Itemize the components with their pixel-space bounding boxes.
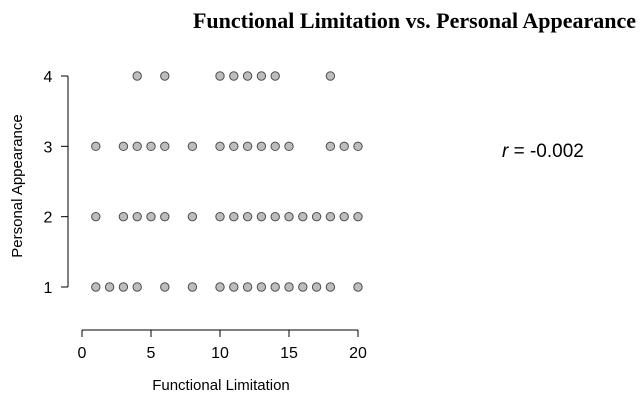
data-point bbox=[339, 141, 349, 152]
data-point bbox=[160, 141, 170, 152]
data-point bbox=[256, 282, 267, 292]
data-points bbox=[91, 71, 363, 292]
data-point bbox=[187, 211, 198, 222]
data-point bbox=[339, 211, 349, 222]
data-point bbox=[215, 71, 225, 81]
data-point bbox=[160, 71, 170, 81]
data-point bbox=[146, 141, 156, 152]
x-tick-label: 15 bbox=[280, 345, 298, 362]
data-point bbox=[91, 282, 101, 292]
data-point bbox=[215, 211, 225, 222]
data-point bbox=[229, 141, 239, 152]
data-point bbox=[270, 211, 280, 222]
data-point bbox=[242, 282, 253, 292]
data-point bbox=[132, 211, 142, 222]
x-tick-label: 0 bbox=[78, 345, 87, 362]
data-point bbox=[311, 211, 322, 222]
data-point bbox=[270, 282, 280, 292]
x-tick-label: 5 bbox=[147, 345, 156, 362]
x-tick-label: 10 bbox=[211, 345, 229, 362]
data-point bbox=[118, 141, 129, 152]
data-point bbox=[132, 141, 142, 152]
correlation-annotation: r = -0.002 bbox=[502, 141, 584, 162]
y-tick-label: 3 bbox=[44, 139, 53, 156]
data-point bbox=[132, 71, 142, 81]
data-point bbox=[256, 141, 267, 152]
y-tick-label: 2 bbox=[44, 210, 53, 227]
data-point bbox=[160, 282, 170, 292]
data-point bbox=[284, 141, 294, 152]
y-tick-label: 1 bbox=[44, 280, 53, 297]
data-point bbox=[146, 211, 156, 222]
data-point bbox=[270, 71, 280, 81]
data-point bbox=[118, 211, 129, 222]
data-point bbox=[298, 211, 308, 222]
data-point bbox=[311, 282, 322, 292]
data-point bbox=[256, 211, 267, 222]
y-axis-label: Personal Appearance bbox=[9, 114, 26, 257]
x-axis-label: Functional Limitation bbox=[152, 377, 290, 394]
data-point bbox=[91, 141, 101, 152]
data-point bbox=[270, 141, 280, 152]
data-point bbox=[242, 71, 253, 81]
data-point bbox=[325, 71, 336, 81]
data-point bbox=[104, 282, 115, 292]
data-point bbox=[325, 211, 336, 222]
data-point bbox=[353, 211, 363, 222]
correlation-value: = -0.002 bbox=[508, 141, 584, 162]
data-point bbox=[242, 211, 253, 222]
data-point bbox=[353, 141, 363, 152]
data-point bbox=[284, 282, 294, 292]
data-point bbox=[325, 141, 336, 152]
y-axis: 1 2 3 4 bbox=[44, 69, 69, 297]
data-point bbox=[256, 71, 267, 81]
correlation-symbol: r bbox=[502, 141, 509, 162]
data-point bbox=[229, 282, 239, 292]
data-point bbox=[215, 282, 225, 292]
data-point bbox=[229, 71, 239, 81]
y-tick-label: 4 bbox=[44, 69, 53, 86]
data-point bbox=[160, 211, 170, 222]
data-point bbox=[284, 211, 294, 222]
x-tick-label: 20 bbox=[349, 345, 367, 362]
chart-title: Functional Limitation vs. Personal Appea… bbox=[192, 8, 636, 33]
data-point bbox=[353, 282, 363, 292]
data-point bbox=[91, 211, 101, 222]
data-point bbox=[118, 282, 129, 292]
data-point bbox=[325, 282, 336, 292]
data-point bbox=[132, 282, 142, 292]
data-point bbox=[187, 282, 198, 292]
data-point bbox=[298, 282, 308, 292]
x-axis: 0 5 10 15 20 bbox=[78, 329, 367, 362]
data-point bbox=[187, 141, 198, 152]
data-point bbox=[229, 211, 239, 222]
data-point bbox=[242, 141, 253, 152]
data-point bbox=[215, 141, 225, 152]
